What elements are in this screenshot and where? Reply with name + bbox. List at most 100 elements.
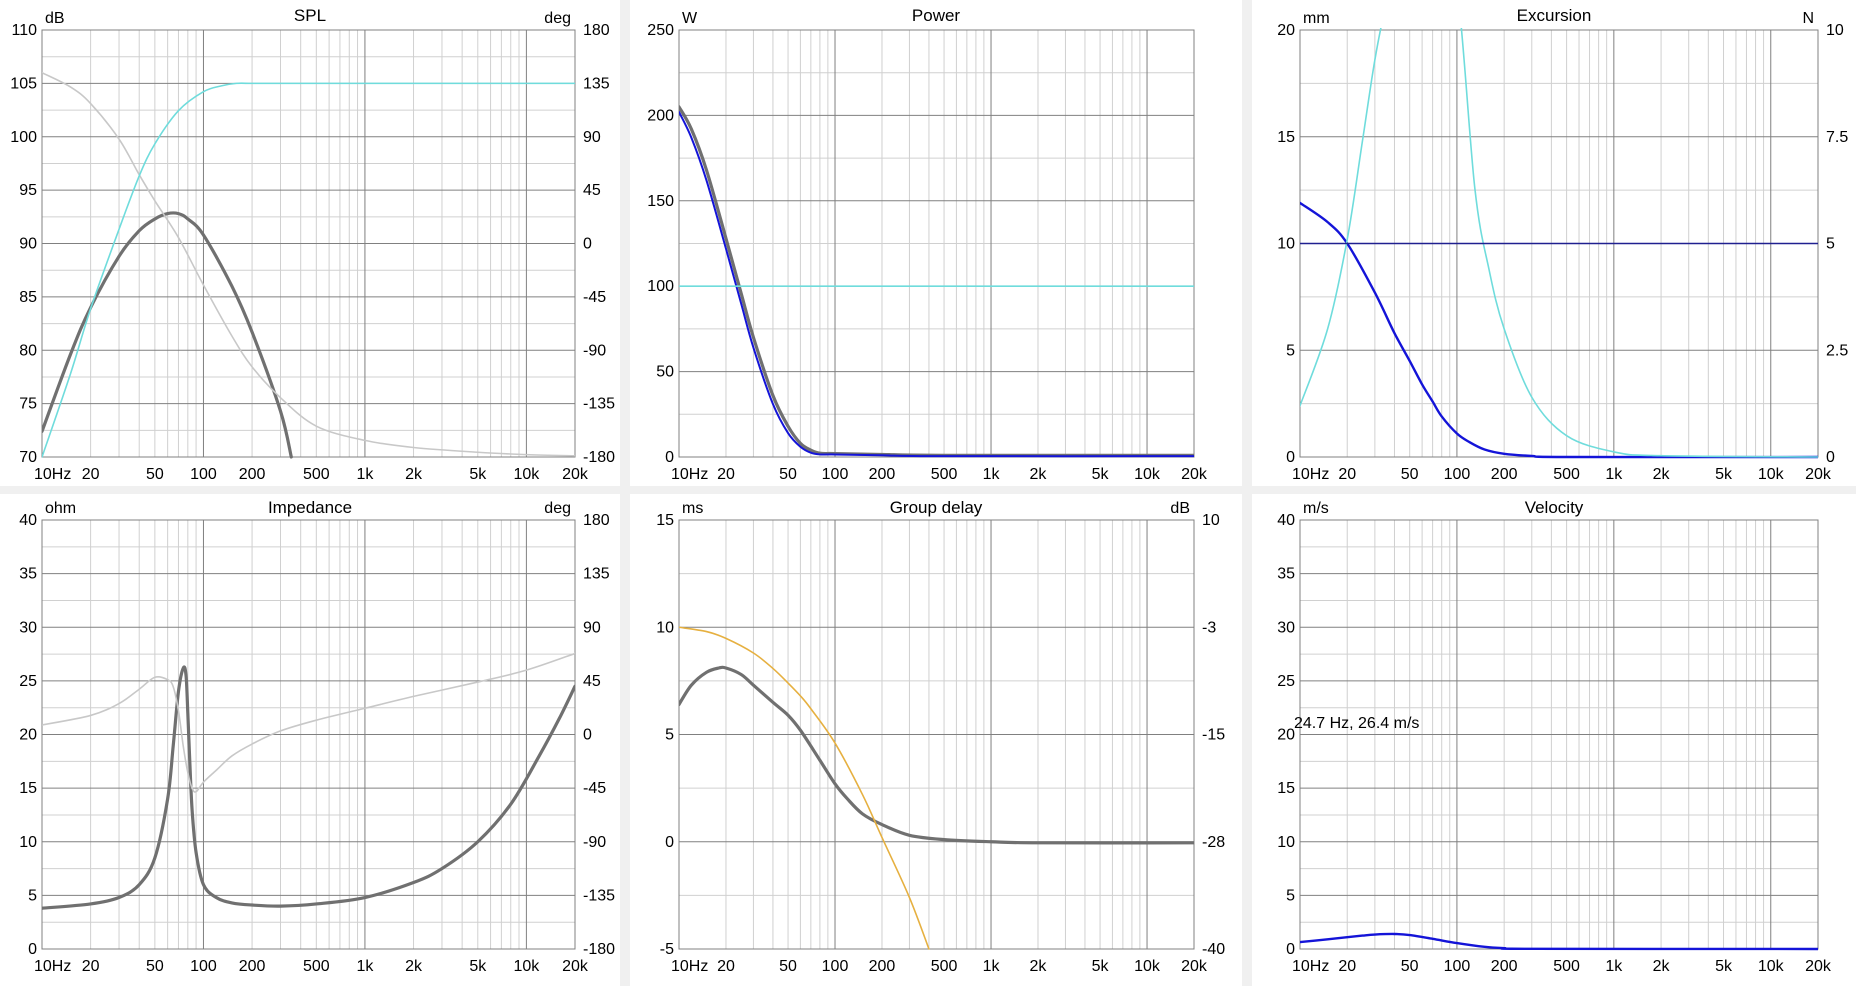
y-tick-label: 40 (19, 512, 37, 529)
x-tick-label: 10k (1134, 958, 1161, 975)
x-tick-label: 10Hz (1292, 958, 1329, 975)
x-tick-label: 500 (931, 958, 958, 975)
y-tick-label: 70 (19, 449, 37, 466)
x-tick-label: 100 (190, 958, 217, 975)
y2-tick-label: 0 (583, 727, 592, 744)
y2-tick-label: -40 (1202, 941, 1225, 958)
y-tick-label: 10 (1277, 236, 1295, 253)
left-unit-label: W (682, 10, 698, 27)
y2-tick-label: -15 (1202, 727, 1225, 744)
velocity-panel: 0 5 10 15 20 25 30 35 40 10Hz 20 50 100 200 500 1k 2k 5k 1… (1252, 494, 1856, 986)
left-unit-label: ohm (45, 500, 77, 517)
x-tick-label: 500 (931, 466, 958, 483)
x-tick-label: 200 (869, 466, 896, 483)
group-delay-panel: -5 0 5 10 15 -40 -28 -15 -3 10 10Hz 20 50 100 200 500 1k… (630, 494, 1242, 986)
series-line-1 (679, 110, 1194, 458)
x-tick-label: 1k (356, 958, 374, 975)
x-tick-label: 10Hz (1292, 466, 1329, 483)
series-line-0 (1300, 201, 1818, 459)
right-unit-label: N (1802, 10, 1814, 27)
y2-tick-label: -135 (583, 396, 615, 413)
x-tick-label: 10k (1758, 958, 1785, 975)
y-tick-label: 35 (1277, 566, 1295, 583)
x-tick-label: 50 (779, 466, 797, 483)
right-unit-label: dB (1170, 500, 1190, 517)
x-tick-label: 1k (1605, 958, 1623, 975)
x-tick-label: 10Hz (34, 466, 71, 483)
x-tick-label: 100 (1444, 466, 1471, 483)
x-tick-label: 20 (717, 958, 735, 975)
y-tick-label: 95 (19, 182, 37, 199)
y-tick-label: 90 (19, 236, 37, 253)
chart-svg: 0 5 10 15 20 25 30 35 40 10Hz 20 50 100 200 500 1k 2k 5k 1… (1277, 512, 1832, 975)
x-tick-label: 500 (1553, 466, 1580, 483)
y2-tick-label: 10 (1202, 512, 1220, 529)
major-grid (678, 519, 1194, 950)
x-tick-label: 1k (1605, 466, 1623, 483)
y2-tick-label: -180 (583, 449, 615, 466)
y-tick-label: 15 (19, 780, 37, 797)
x-tick-label: 10Hz (671, 466, 708, 483)
y-tick-label: 15 (656, 512, 674, 529)
y-tick-label: 5 (1286, 342, 1295, 359)
y-tick-label: 5 (665, 727, 674, 744)
x-tick-label: 100 (1444, 958, 1471, 975)
x-tick-label: 10Hz (34, 958, 71, 975)
y-tick-label: 0 (665, 834, 674, 851)
y2-tick-label: 180 (583, 22, 610, 39)
y2-tick-label: -90 (583, 834, 606, 851)
x-tick-label: 500 (303, 958, 330, 975)
x-tick-label: 2k (1030, 958, 1048, 975)
x-tick-label: 2k (405, 466, 423, 483)
series-line-1 (42, 71, 575, 457)
y-tick-label: 250 (647, 22, 674, 39)
y2-tick-label: 90 (583, 129, 601, 146)
series-group (1300, 932, 1818, 951)
x-tick-label: 1k (983, 958, 1001, 975)
series-line-1 (42, 652, 575, 793)
series-line-0 (679, 665, 1194, 845)
chart-title: Group delay (889, 498, 983, 517)
x-tick-label: 5k (1092, 466, 1110, 483)
chart-svg: 70 75 80 85 90 95 100 105 110 -180 -135 -90 -45 0 45 90… (10, 22, 615, 483)
power-panel: 0 50 100 150 200 250 10Hz 20 50 100 200 500 1k 2k 5k 10… (630, 0, 1242, 486)
y-tick-label: 200 (647, 107, 674, 124)
x-tick-label: 200 (1491, 466, 1518, 483)
y-tick-label: 100 (10, 129, 37, 146)
y-tick-label: 0 (1286, 941, 1295, 958)
x-tick-label: 5k (469, 958, 487, 975)
y-tick-label: 15 (1277, 129, 1295, 146)
y2-tick-label: -45 (583, 780, 606, 797)
major-grid (41, 519, 575, 950)
x-tick-label: 100 (822, 958, 849, 975)
x-tick-label: 5k (1092, 958, 1110, 975)
x-tick-label: 50 (1401, 958, 1419, 975)
y-tick-label: 15 (1277, 780, 1295, 797)
y-tick-label: 40 (1277, 512, 1295, 529)
x-tick-label: 1k (983, 466, 1001, 483)
y2-tick-label: 7.5 (1826, 129, 1848, 146)
y-tick-label: 85 (19, 289, 37, 306)
x-tick-label: 20 (1338, 958, 1356, 975)
y-tick-label: 0 (1286, 449, 1295, 466)
right-unit-label: deg (544, 10, 571, 27)
series-group (1300, 28, 1818, 459)
y2-tick-label: 0 (1826, 449, 1835, 466)
y2-tick-label: 135 (583, 75, 610, 92)
y-tick-label: 10 (656, 619, 674, 636)
y-tick-label: -5 (660, 941, 674, 958)
excursion-panel: 0 5 10 15 20 0 2.5 5 7.5 10 10Hz 20 50 100 200 500 1k 2k 5… (1252, 0, 1856, 486)
x-tick-label: 1k (356, 466, 374, 483)
chart-title: Power (911, 6, 961, 25)
x-tick-label: 50 (146, 958, 164, 975)
chart-title: Excursion (1516, 6, 1592, 25)
y-tick-label: 110 (11, 22, 37, 39)
chart-title: Velocity (1524, 498, 1584, 517)
chart-title: SPL (293, 6, 327, 25)
x-tick-label: 20k (562, 958, 589, 975)
y-tick-label: 5 (1286, 887, 1295, 904)
y2-tick-label: 0 (583, 236, 592, 253)
x-tick-label: 100 (190, 466, 217, 483)
